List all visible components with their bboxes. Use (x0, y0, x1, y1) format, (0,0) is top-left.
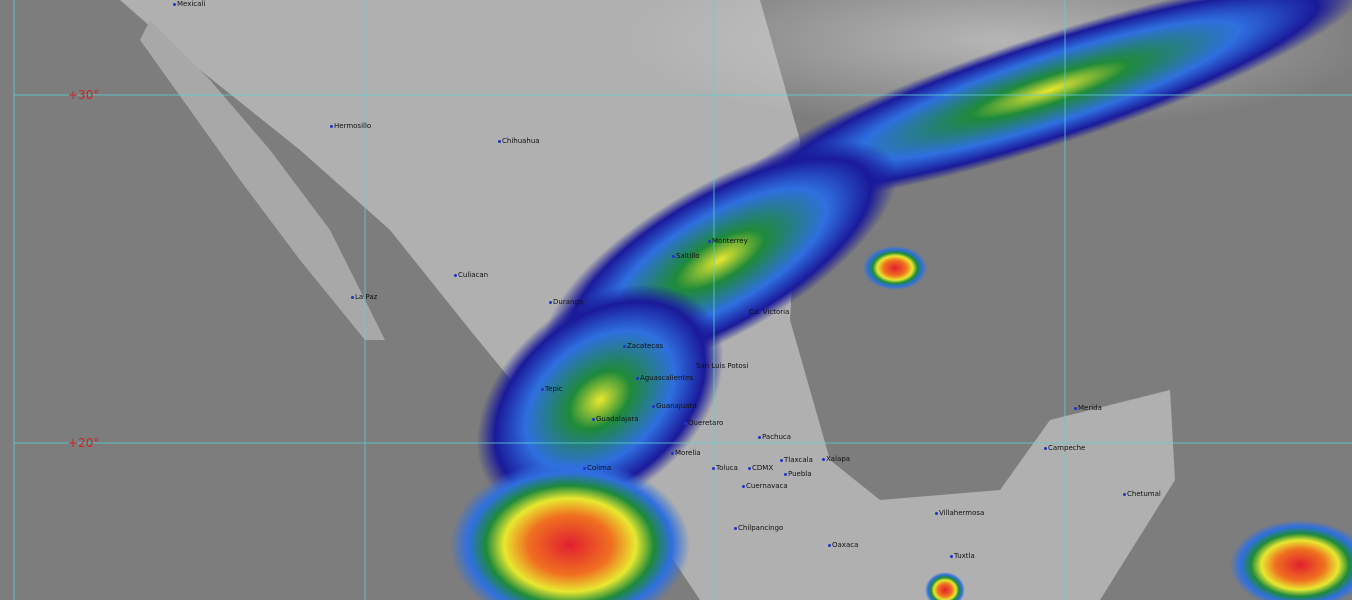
city-label: Hermosillo (330, 122, 371, 130)
city-label: San Luis Potosi (692, 362, 748, 370)
storm-cell-gulf (863, 246, 927, 290)
city-label: Aguascalientes (636, 374, 693, 382)
city-label: Tlaxcala (780, 456, 813, 464)
city-label: Morelia (671, 449, 701, 457)
city-label: Culiacan (454, 271, 488, 279)
city-label: La Paz (351, 293, 377, 301)
city-label: Tepic (541, 385, 563, 393)
storm-cell-caribbean (1230, 520, 1352, 600)
city-label: Tuxtla (950, 552, 975, 560)
city-label: Merida (1074, 404, 1102, 412)
city-label: Guadalajara (592, 415, 639, 423)
city-label: Monterrey (708, 237, 748, 245)
city-label: Saltillo (672, 252, 700, 260)
city-label: CDMX (748, 464, 773, 472)
city-label: Chetumal (1123, 490, 1161, 498)
latitude-label: +30° (68, 88, 100, 102)
city-label: Durango (549, 298, 583, 306)
city-label: Chilpancingo (734, 524, 783, 532)
city-label: Oaxaca (828, 541, 858, 549)
city-label: Mexicali (173, 0, 205, 8)
city-label: Chihuahua (498, 137, 540, 145)
city-label: Campeche (1044, 444, 1085, 452)
storm-cell-chiapas (925, 572, 965, 600)
city-label: Cd. Victoria (745, 308, 789, 316)
city-label: Xalapa (822, 455, 850, 463)
storm-cell-pacific (450, 460, 690, 600)
city-label: Zacatecas (623, 342, 663, 350)
precip-band-northeast (735, 0, 1352, 205)
city-label: Puebla (784, 470, 812, 478)
city-label: Villahermosa (935, 509, 984, 517)
latitude-label: +20° (68, 436, 100, 450)
city-label: Pachuca (758, 433, 791, 441)
city-label: Guanajuato (652, 402, 697, 410)
city-label: Queretaro (684, 419, 723, 427)
city-label: Toluca (712, 464, 738, 472)
baja-peninsula (140, 20, 385, 340)
city-label: Cuernavaca (742, 482, 788, 490)
city-label: Colima (583, 464, 611, 472)
